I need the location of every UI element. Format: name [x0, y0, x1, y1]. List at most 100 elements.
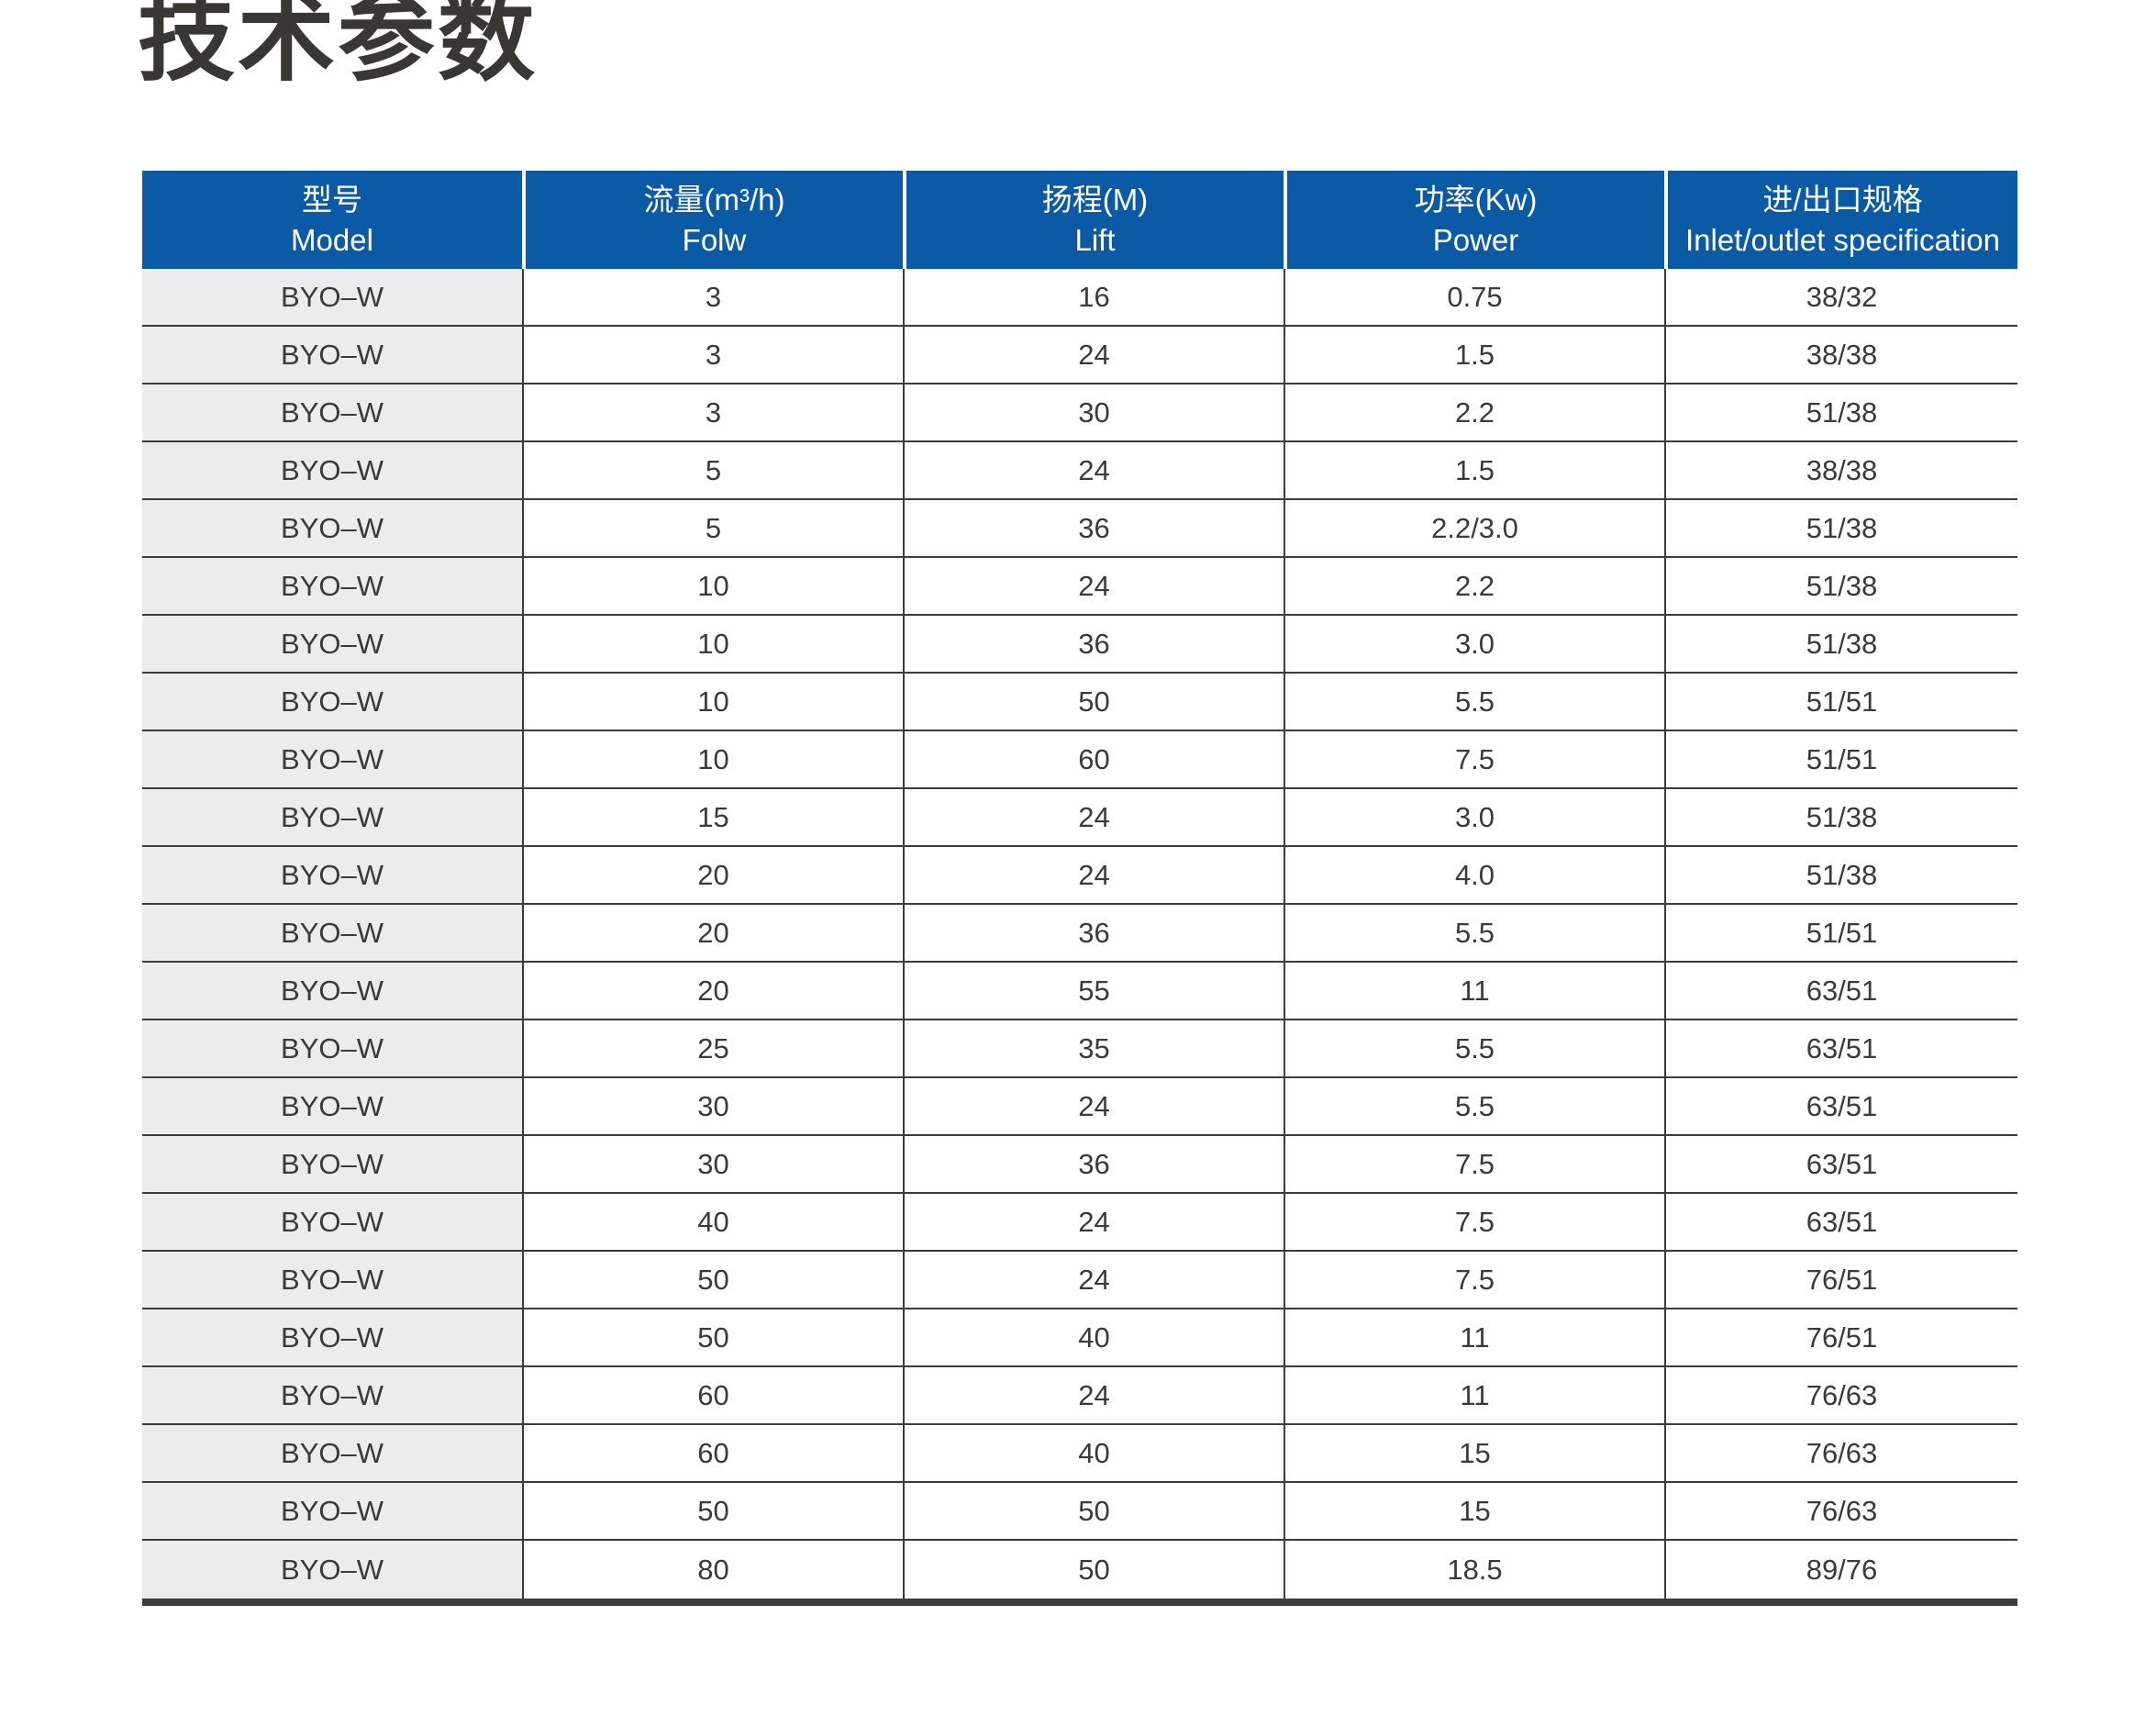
spec-cell: 76/51: [1664, 1309, 2017, 1365]
power-cell: 7.5: [1284, 1252, 1664, 1308]
flow-cell: 50: [522, 1309, 903, 1365]
flow-cell: 50: [522, 1483, 903, 1539]
table-bottom-border: [142, 1599, 2017, 1606]
table-row: BYO–W 80 50 18.5 89/76: [142, 1541, 2017, 1599]
flow-cell: 80: [522, 1541, 903, 1599]
model-cell: BYO–W: [142, 1309, 522, 1365]
flow-cell: 10: [522, 616, 903, 672]
table-row: BYO–W 15 24 3.0 51/38: [142, 789, 2017, 847]
model-cell: BYO–W: [142, 731, 522, 787]
spec-cell: 76/63: [1664, 1425, 2017, 1481]
power-cell: 15: [1284, 1483, 1664, 1539]
power-cell: 1.5: [1284, 327, 1664, 383]
col-header-spec: 进/出口规格 Inlet/outlet specification: [1664, 171, 2017, 269]
col-header-spec-en: Inlet/outlet specification: [1684, 222, 2001, 257]
table-row: BYO–W 10 60 7.5 51/51: [142, 731, 2017, 789]
spec-cell: 89/76: [1664, 1541, 2017, 1599]
power-cell: 7.5: [1284, 1194, 1664, 1250]
flow-cell: 10: [522, 674, 903, 730]
col-header-spec-zh: 进/出口规格: [1762, 182, 1923, 217]
lift-cell: 60: [903, 731, 1284, 787]
power-cell: 2.2: [1284, 384, 1664, 440]
table-row: BYO–W 25 35 5.5 63/51: [142, 1020, 2017, 1078]
model-cell: BYO–W: [142, 905, 522, 961]
flow-cell: 3: [522, 269, 903, 325]
col-header-power-zh: 功率(Kw): [1414, 182, 1538, 217]
lift-cell: 30: [903, 384, 1284, 440]
model-cell: BYO–W: [142, 1367, 522, 1423]
model-cell: BYO–W: [142, 674, 522, 730]
table-row: BYO–W 10 36 3.0 51/38: [142, 616, 2017, 674]
power-cell: 5.5: [1284, 905, 1664, 961]
lift-cell: 50: [903, 1541, 1284, 1599]
spec-cell: 63/51: [1664, 1078, 2017, 1134]
spec-cell: 51/51: [1664, 905, 2017, 961]
lift-cell: 24: [903, 1078, 1284, 1134]
table-row: BYO–W 20 36 5.5 51/51: [142, 905, 2017, 963]
model-cell: BYO–W: [142, 384, 522, 440]
table-row: BYO–W 30 36 7.5 63/51: [142, 1136, 2017, 1194]
model-cell: BYO–W: [142, 789, 522, 845]
power-cell: 5.5: [1284, 674, 1664, 730]
spec-cell: 38/38: [1664, 327, 2017, 383]
table-header: 型号 Model 流量(m³/h) Folw 扬程(M) Lift 功率(Kw)…: [142, 171, 2017, 269]
spec-cell: 63/51: [1664, 1136, 2017, 1192]
table-row: BYO–W 30 24 5.5 63/51: [142, 1078, 2017, 1136]
power-cell: 3.0: [1284, 789, 1664, 845]
col-header-model: 型号 Model: [142, 171, 522, 269]
power-cell: 15: [1284, 1425, 1664, 1481]
lift-cell: 24: [903, 1252, 1284, 1308]
spec-table: 型号 Model 流量(m³/h) Folw 扬程(M) Lift 功率(Kw)…: [142, 171, 2017, 1606]
lift-cell: 36: [903, 500, 1284, 556]
flow-cell: 40: [522, 1194, 903, 1250]
spec-cell: 38/32: [1664, 269, 2017, 325]
lift-cell: 24: [903, 847, 1284, 903]
spec-cell: 51/38: [1664, 789, 2017, 845]
lift-cell: 24: [903, 789, 1284, 845]
spec-cell: 38/38: [1664, 442, 2017, 498]
flow-cell: 60: [522, 1425, 903, 1481]
flow-cell: 60: [522, 1367, 903, 1423]
col-header-flow: 流量(m³/h) Folw: [522, 171, 903, 269]
model-cell: BYO–W: [142, 1078, 522, 1134]
model-cell: BYO–W: [142, 847, 522, 903]
lift-cell: 36: [903, 905, 1284, 961]
model-cell: BYO–W: [142, 1252, 522, 1308]
col-header-power-en: Power: [1432, 222, 1519, 257]
spec-cell: 76/63: [1664, 1483, 2017, 1539]
col-header-power: 功率(Kw) Power: [1284, 171, 1664, 269]
flow-cell: 20: [522, 847, 903, 903]
lift-cell: 24: [903, 327, 1284, 383]
lift-cell: 55: [903, 963, 1284, 1019]
col-header-model-zh: 型号: [302, 182, 362, 217]
spec-cell: 76/51: [1664, 1252, 2017, 1308]
lift-cell: 16: [903, 269, 1284, 325]
power-cell: 18.5: [1284, 1541, 1664, 1599]
power-cell: 11: [1284, 1367, 1664, 1423]
spec-cell: 63/51: [1664, 963, 2017, 1019]
table-row: BYO–W 5 24 1.5 38/38: [142, 442, 2017, 500]
model-cell: BYO–W: [142, 616, 522, 672]
table-row: BYO–W 50 50 15 76/63: [142, 1483, 2017, 1541]
lift-cell: 36: [903, 1136, 1284, 1192]
power-cell: 0.75: [1284, 269, 1664, 325]
col-header-model-en: Model: [291, 222, 373, 257]
model-cell: BYO–W: [142, 327, 522, 383]
flow-cell: 20: [522, 905, 903, 961]
flow-cell: 20: [522, 963, 903, 1019]
power-cell: 2.2/3.0: [1284, 500, 1664, 556]
table-row: BYO–W 3 24 1.5 38/38: [142, 327, 2017, 384]
table-row: BYO–W 50 40 11 76/51: [142, 1309, 2017, 1367]
table-row: BYO–W 60 24 11 76/63: [142, 1367, 2017, 1425]
power-cell: 7.5: [1284, 731, 1664, 787]
table-row: BYO–W 5 36 2.2/3.0 51/38: [142, 500, 2017, 558]
power-cell: 5.5: [1284, 1078, 1664, 1134]
col-header-lift-en: Lift: [1074, 222, 1116, 257]
spec-cell: 51/38: [1664, 384, 2017, 440]
power-cell: 2.2: [1284, 558, 1664, 614]
table-body: BYO–W 3 16 0.75 38/32 BYO–W 3 24 1.5 38/…: [142, 269, 2017, 1599]
spec-cell: 76/63: [1664, 1367, 2017, 1423]
table-row: BYO–W 60 40 15 76/63: [142, 1425, 2017, 1483]
model-cell: BYO–W: [142, 963, 522, 1019]
model-cell: BYO–W: [142, 1194, 522, 1250]
